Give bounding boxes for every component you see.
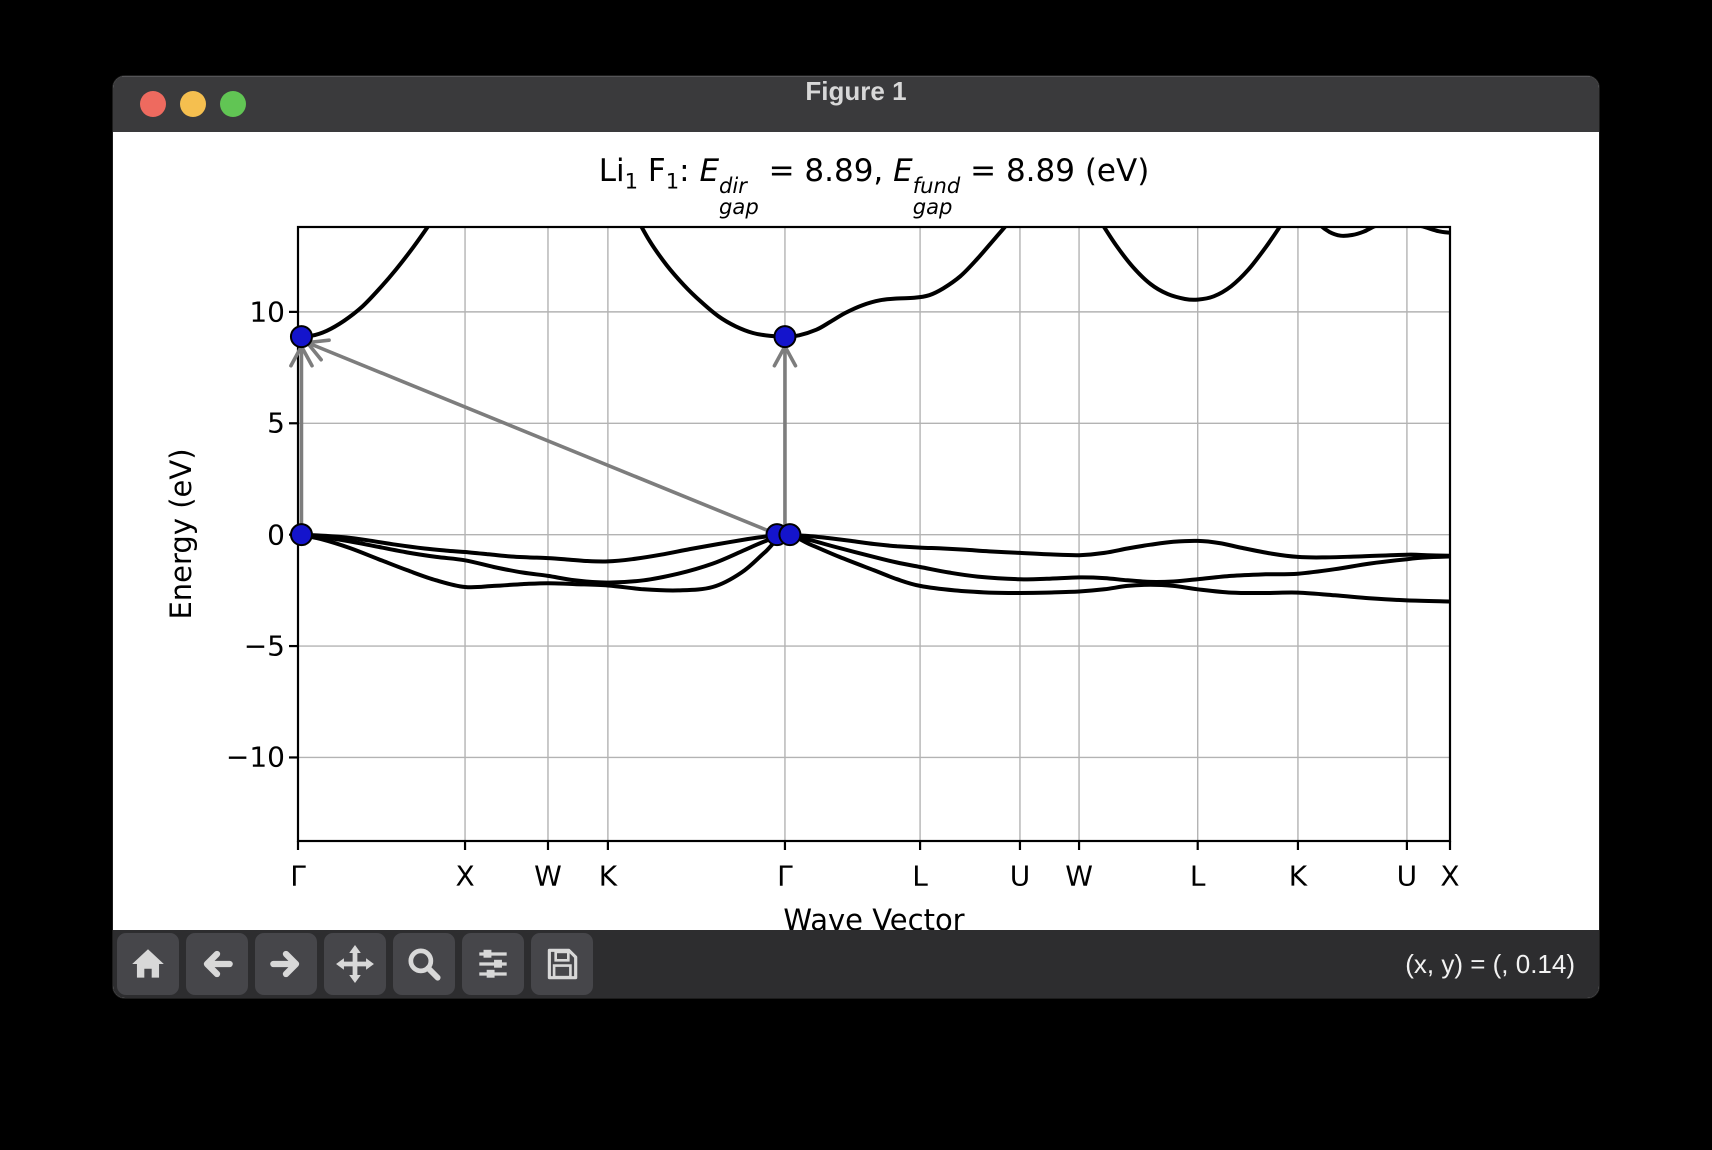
egap-fund-sub: gap xyxy=(912,193,953,219)
x-tick-label: L xyxy=(1189,859,1206,893)
save-floppy-icon xyxy=(547,948,578,980)
magnifier-icon xyxy=(408,948,441,981)
egap-symbol-fund: E xyxy=(893,153,913,190)
home-icon xyxy=(132,949,164,978)
window-titlebar[interactable]: Figure 1 xyxy=(113,76,1599,133)
egap-direct-sup: dir xyxy=(719,172,747,198)
x-tick-label: X xyxy=(455,859,475,893)
y-tick-label: −5 xyxy=(243,629,285,663)
minimize-button[interactable] xyxy=(180,91,206,117)
x-tick-label: K xyxy=(1288,859,1308,893)
y-tick-label: 5 xyxy=(267,406,285,440)
forward-button[interactable] xyxy=(255,933,317,995)
x-tick-label: W xyxy=(1065,859,1093,893)
back-arrow-icon xyxy=(203,950,233,978)
egap-symbol-direct: E xyxy=(699,153,720,190)
egap-direct-sub: gap xyxy=(719,193,759,219)
title-colon: : xyxy=(679,153,700,190)
y-tick-label: 10 xyxy=(249,295,285,329)
window-title: Figure 1 xyxy=(805,76,907,106)
x-tick-label: Γ xyxy=(777,859,793,893)
formula-element-1-sub: 1 xyxy=(624,168,639,194)
zoom-rect-button[interactable] xyxy=(393,933,455,995)
formula-element-2: F xyxy=(638,153,666,190)
x-tick-label: U xyxy=(1009,859,1031,893)
egap-fund-supsub: fund gap xyxy=(913,175,961,217)
navigation-toolbar: (x, y) = (, 0.14) xyxy=(113,930,1599,998)
pan-button[interactable] xyxy=(324,933,386,995)
x-tick-label: W xyxy=(534,859,562,893)
sliders-icon xyxy=(479,949,507,978)
x-tick-label: U xyxy=(1396,859,1418,893)
x-tick-label: K xyxy=(598,859,618,893)
forward-arrow-icon xyxy=(270,950,300,978)
close-button[interactable] xyxy=(140,91,166,117)
formula-element-1: Li xyxy=(598,153,625,190)
cursor-coordinates-readout: (x, y) = (, 0.14) xyxy=(1405,948,1575,979)
home-button[interactable] xyxy=(117,933,179,995)
save-button[interactable] xyxy=(531,933,593,995)
configure-subplots-button[interactable] xyxy=(462,933,524,995)
x-tick-label: Γ xyxy=(290,859,306,893)
y-tick-label: −10 xyxy=(225,740,285,774)
egap-fund-value: = 8.89 (eV) xyxy=(960,153,1150,190)
back-button[interactable] xyxy=(186,933,248,995)
x-tick-label: X xyxy=(1440,859,1460,893)
egap-direct-supsub: dir gap xyxy=(719,175,759,217)
x-tick-label: L xyxy=(912,859,928,893)
egap-fund-sup: fund xyxy=(912,172,961,198)
band-structure-plot[interactable] xyxy=(270,200,1470,870)
pan-move-icon xyxy=(336,945,374,983)
formula-element-2-sub: 1 xyxy=(665,168,680,194)
y-tick-label: 0 xyxy=(267,518,285,552)
egap-direct-value: = 8.89, xyxy=(758,153,894,190)
zoom-window-button[interactable] xyxy=(220,91,246,117)
